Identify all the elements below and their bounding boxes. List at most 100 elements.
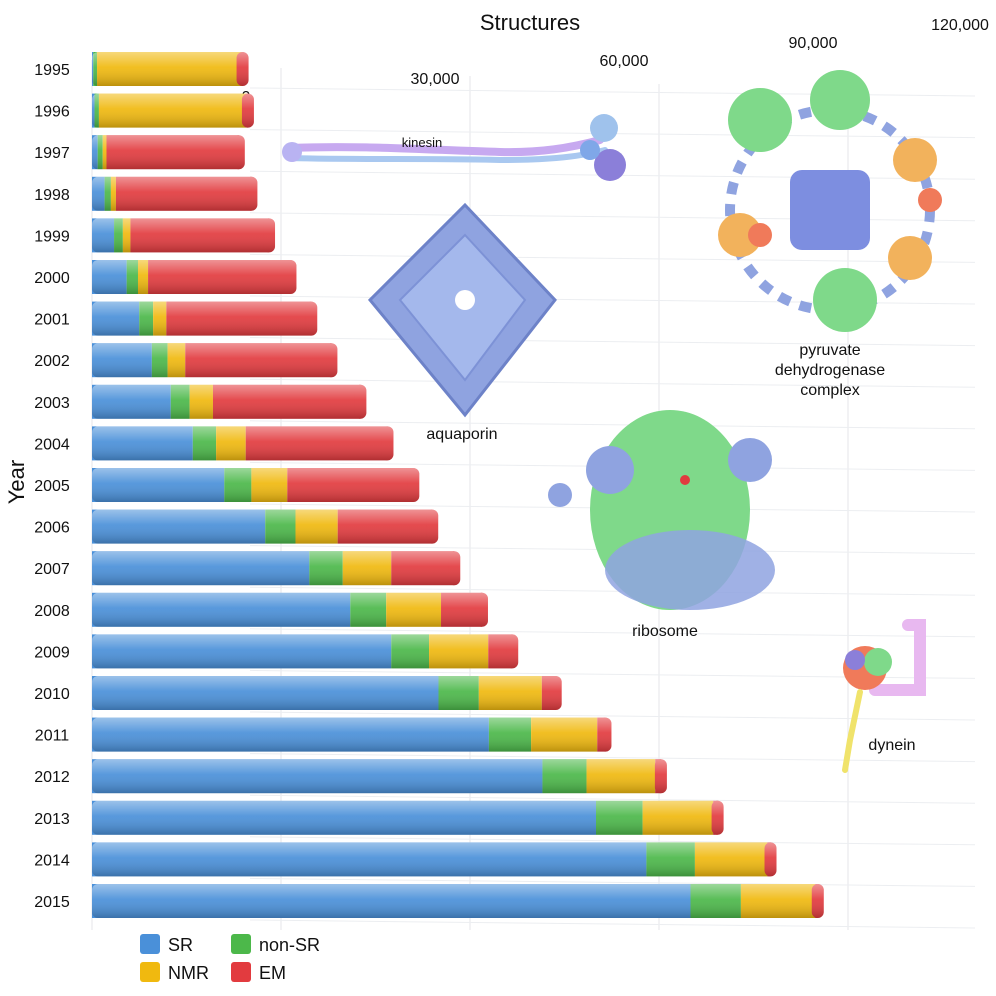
- bar-shading: [92, 634, 519, 669]
- grid-line-y: [249, 877, 976, 887]
- x-tick-label: 120,000: [931, 17, 989, 34]
- bar-shading: [92, 260, 297, 294]
- year-label: 2004: [34, 436, 70, 453]
- grid-line-y: [249, 919, 976, 929]
- grid-line-y: [249, 753, 976, 763]
- legend-label-sr: SR: [168, 935, 193, 955]
- bar-row: [92, 52, 249, 86]
- legend-swatch-non-sr: [231, 934, 251, 954]
- bar-shading: [92, 468, 420, 502]
- bar-row: [92, 218, 276, 253]
- chart-grid: [91, 60, 976, 930]
- bar-shading: [92, 592, 488, 627]
- year-label: 2005: [34, 478, 70, 495]
- year-label: 2003: [34, 395, 70, 412]
- pdc-illustration: [718, 70, 942, 332]
- legend-item-em: EM: [231, 962, 286, 983]
- bar-shading: [92, 717, 612, 752]
- bar-row: [92, 592, 488, 627]
- year-label: 2011: [35, 728, 70, 745]
- x-axis-title: Structures: [480, 10, 580, 35]
- bar-shading: [92, 135, 245, 170]
- bar-row: [92, 176, 258, 211]
- year-label: 2007: [34, 561, 70, 578]
- pdc-label-line1: pyruvate: [799, 342, 860, 359]
- year-label: 2006: [34, 520, 70, 537]
- legend-item-sr: SR: [140, 934, 193, 955]
- bar-shading: [92, 384, 367, 419]
- year-label: 1997: [34, 145, 70, 162]
- bar-row: [92, 301, 318, 336]
- year-label: 2014: [34, 852, 70, 869]
- year-label: 2015: [34, 894, 70, 911]
- dynein-label: dynein: [868, 737, 915, 754]
- legend-item-nmr: NMR: [140, 962, 209, 983]
- pdc-label-line2: dehydrogenase: [775, 362, 885, 379]
- bar-shading: [92, 842, 777, 877]
- year-label: 2013: [34, 811, 70, 828]
- bars: [92, 52, 824, 918]
- kinesin-illustration: [282, 114, 626, 181]
- aquaporin-illustration: [367, 202, 557, 418]
- kinesin-label: kinesin: [402, 135, 442, 150]
- bar-shading: [92, 343, 338, 378]
- bar-row: [92, 93, 254, 128]
- bar-row: [92, 135, 245, 170]
- bar-row: [92, 717, 612, 752]
- legend-label-nmr: NMR: [168, 963, 209, 983]
- year-label: 1996: [34, 104, 70, 121]
- y-axis-title: Year: [4, 460, 29, 504]
- dynein-illustration: [842, 619, 926, 773]
- ribosome-illustration: [548, 410, 775, 610]
- legend-label-non-sr: non-SR: [259, 935, 320, 955]
- legend-label-em: EM: [259, 963, 286, 983]
- legend: SR non-SR NMR EM: [140, 934, 320, 983]
- bar-shading: [92, 759, 667, 794]
- legend-item-non-sr: non-SR: [231, 934, 320, 955]
- bar-shading: [92, 509, 439, 544]
- bar-shading: [92, 884, 824, 918]
- bar-row: [92, 260, 297, 294]
- year-label: 2008: [34, 603, 70, 620]
- bar-shading: [92, 218, 276, 253]
- bar-row: [92, 634, 519, 669]
- year-label: 1998: [34, 187, 70, 204]
- bar-row: [92, 426, 394, 461]
- grid-line-y: [249, 378, 976, 388]
- bar-row: [92, 509, 439, 544]
- bar-row: [92, 884, 824, 918]
- grid-line-y: [249, 628, 976, 638]
- bar-row: [92, 551, 461, 586]
- legend-swatch-sr: [140, 934, 160, 954]
- ribosome-label: ribosome: [632, 623, 698, 640]
- legend-swatch-nmr: [140, 962, 160, 982]
- bar-shading: [92, 800, 724, 835]
- bar-row: [92, 759, 667, 794]
- bar-shading: [92, 176, 258, 211]
- aquaporin-label: aquaporin: [426, 426, 497, 443]
- bar-shading: [92, 676, 562, 710]
- bar-row: [92, 384, 367, 419]
- year-label: 2012: [34, 769, 70, 786]
- bar-shading: [92, 551, 461, 586]
- x-tick-label: 60,000: [600, 53, 649, 70]
- grid-line-y: [249, 420, 976, 430]
- bar-row: [92, 800, 724, 835]
- y-tick-labels: 1995 1996 1997 1998 1999 2000 2001 2002 2003 2004…: [34, 62, 70, 911]
- year-label: 1999: [34, 228, 70, 245]
- grid-line-y: [249, 586, 976, 596]
- legend-swatch-em: [231, 962, 251, 982]
- bar-row: [92, 343, 338, 378]
- year-label: 2010: [34, 686, 70, 703]
- year-label: 2001: [34, 312, 70, 329]
- bar-shading: [92, 426, 394, 461]
- year-label: 2000: [34, 270, 70, 287]
- bar-shading: [92, 93, 254, 128]
- bar-row: [92, 676, 562, 710]
- grid-line-y: [249, 253, 976, 263]
- year-label: 1995: [34, 62, 70, 79]
- bar-row: [92, 842, 777, 877]
- x-tick-label: 90,000: [789, 35, 838, 52]
- pdc-label-line3: complex: [800, 382, 860, 399]
